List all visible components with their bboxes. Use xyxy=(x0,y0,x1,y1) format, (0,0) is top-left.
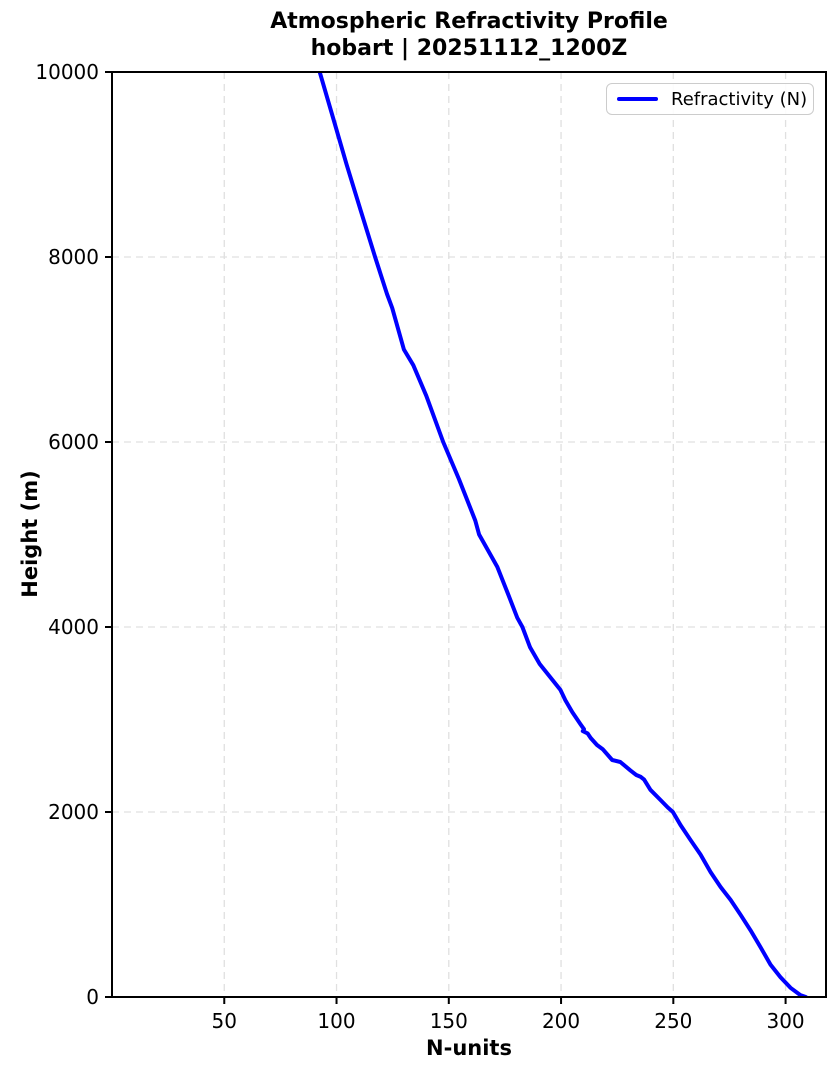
x-tick-label: 150 xyxy=(430,1009,468,1033)
legend-line-sample xyxy=(617,97,658,101)
axes-spines xyxy=(111,71,827,998)
y-tick-label: 4000 xyxy=(48,615,99,639)
tick-marks xyxy=(105,71,787,1004)
chart-title-block: Atmospheric Refractivity Profile hobart … xyxy=(112,8,826,62)
chart-title: Atmospheric Refractivity Profile xyxy=(270,9,668,34)
y-axis-label: Height (m) xyxy=(18,470,42,598)
refractivity-line xyxy=(317,72,808,997)
grid-lines xyxy=(112,71,826,998)
x-tick-label: 300 xyxy=(766,1009,804,1033)
x-tick-label: 50 xyxy=(212,1009,237,1033)
y-tick-label: 10000 xyxy=(35,60,99,84)
chart-subtitle: hobart | 20251112_1200Z xyxy=(310,36,628,61)
x-axis-label: N-units xyxy=(426,1036,512,1060)
x-tick-label: 100 xyxy=(317,1009,355,1033)
tick-labels: 50 100 150 200 250 300 0 2000 4000 6000 8000 10000 xyxy=(35,60,804,1033)
x-tick-label: 250 xyxy=(654,1009,692,1033)
y-tick-label: 2000 xyxy=(48,800,99,824)
legend: Refractivity (N) xyxy=(606,83,814,115)
y-tick-label: 8000 xyxy=(48,245,99,269)
legend-label: Refractivity (N) xyxy=(671,88,808,110)
x-tick-label: 200 xyxy=(542,1009,580,1033)
y-tick-label: 6000 xyxy=(48,430,99,454)
y-tick-label: 0 xyxy=(86,985,99,1009)
